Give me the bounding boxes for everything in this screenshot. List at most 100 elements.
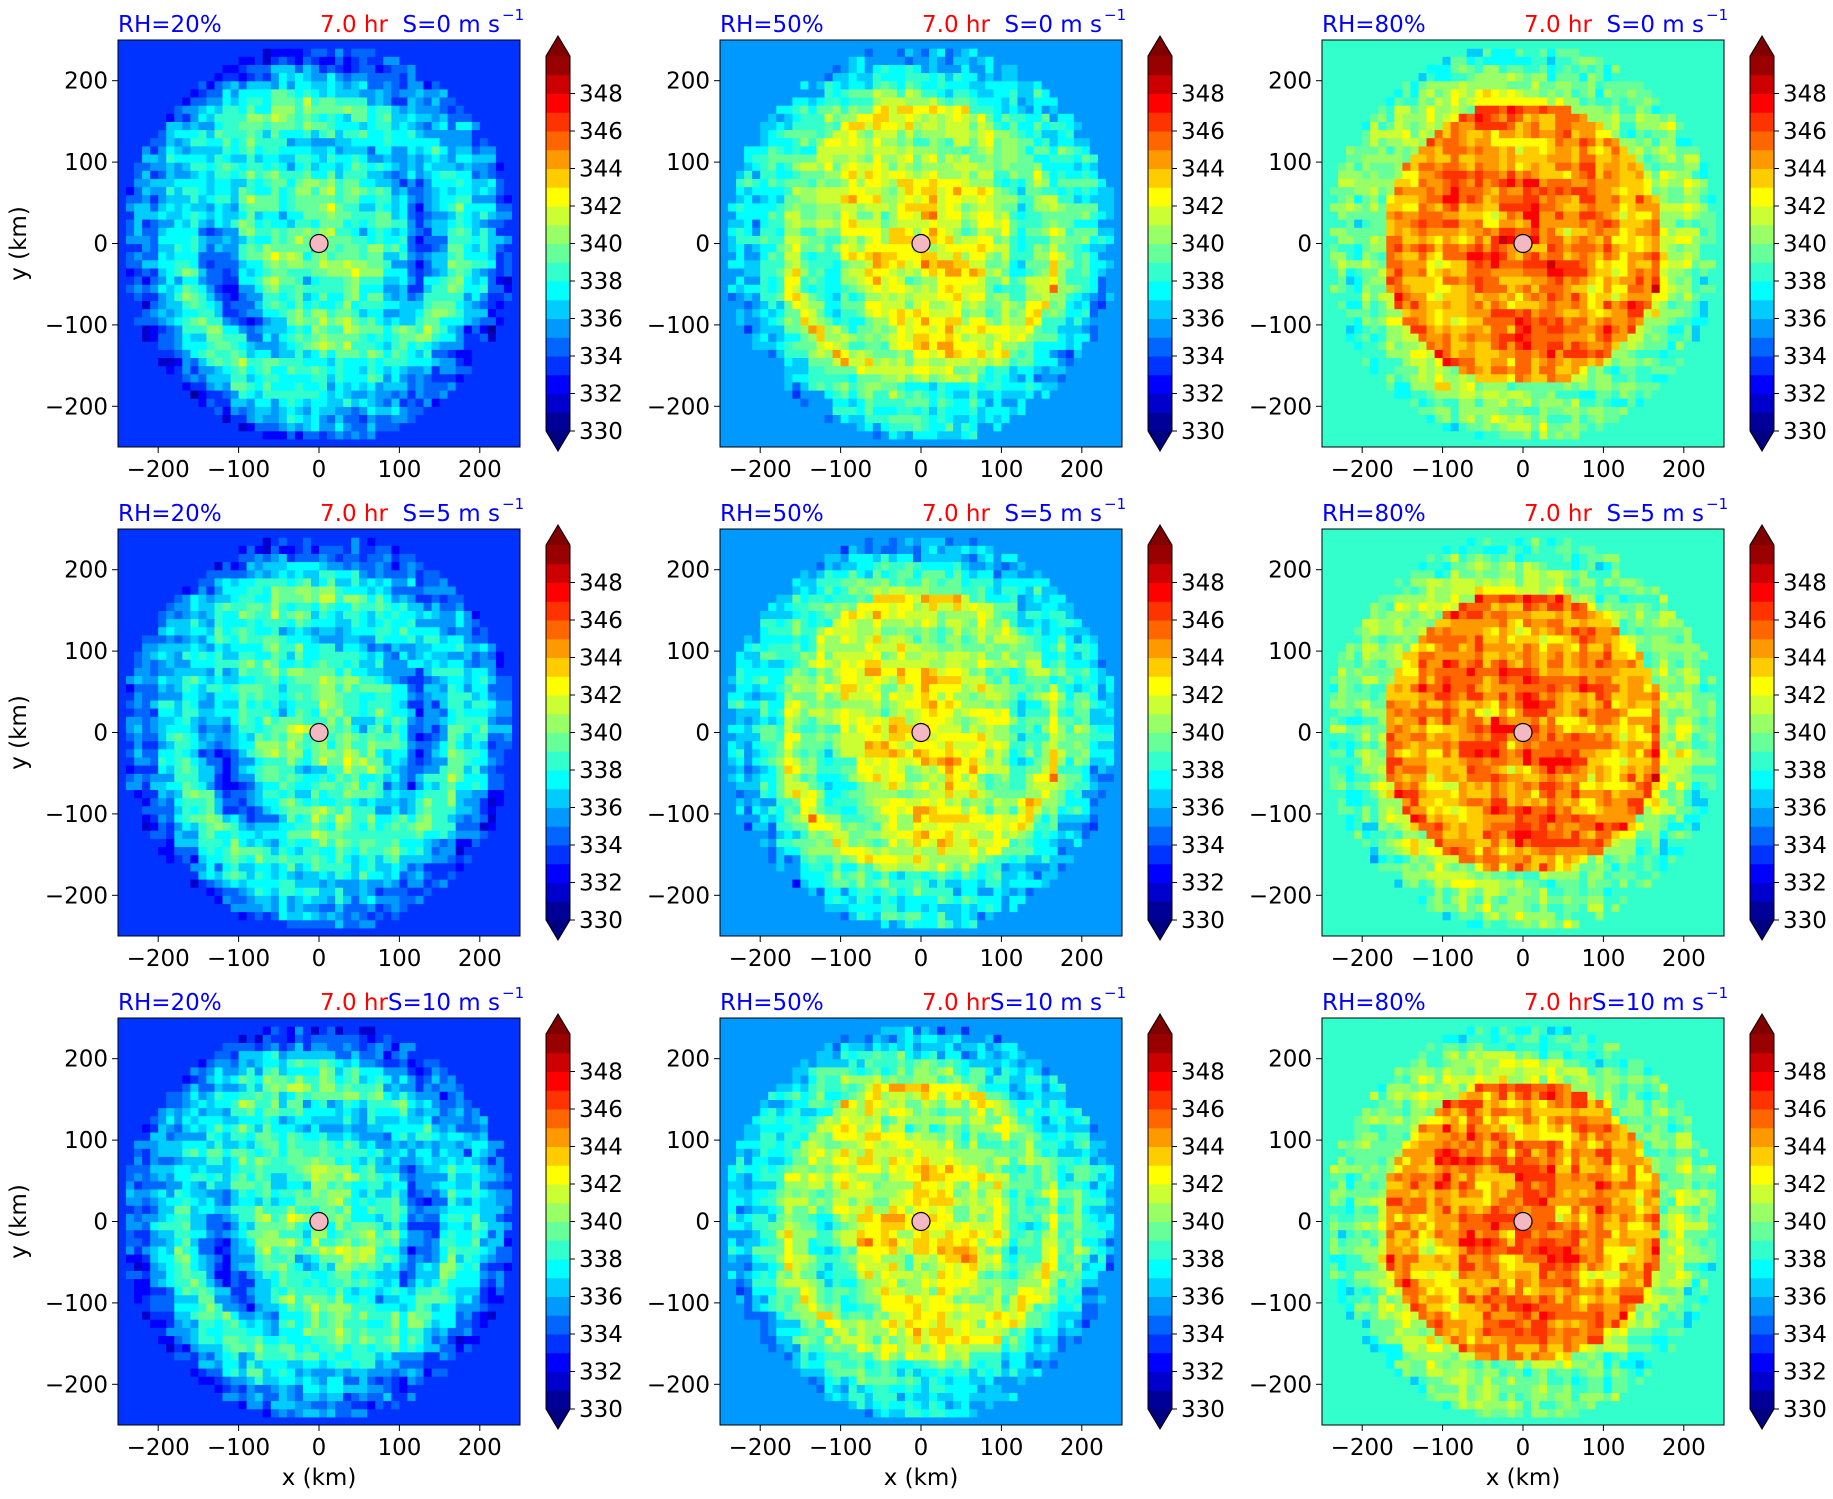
field-cell [230,72,240,82]
field-cell [367,105,376,114]
field-cell [856,64,866,74]
field-cell [872,341,882,350]
field-cell [1017,308,1027,318]
field-cell [246,162,256,171]
field-cell [327,324,336,334]
field-cell [1057,202,1067,212]
field-cell [222,341,232,350]
field-cell [1017,162,1027,171]
field-cell [856,121,866,131]
field-cell [872,97,882,106]
field-cell [278,145,288,155]
field-cell [278,292,288,301]
field-cell [238,406,248,415]
field-cell [888,129,898,139]
field-cell [1523,406,1532,415]
field-cell [904,406,914,415]
field-cell [1667,308,1677,318]
field-cell [343,300,352,310]
field-cell [937,129,946,139]
field-cell [1049,365,1059,375]
field-cell [278,365,288,375]
field-cell [134,210,143,220]
field-cell [1410,308,1419,318]
field-cell [880,341,890,350]
field-cell [1033,227,1043,236]
field-cell [471,113,481,122]
field-cell [262,194,272,204]
field-cell [808,97,817,106]
field-cell [929,227,938,236]
field-cell [415,251,425,261]
field-cell [383,357,392,367]
field-cell [415,259,425,269]
field-cell [359,284,368,293]
field-cell [1097,227,1107,236]
field-cell [1362,373,1371,383]
colorbar-segment [546,281,570,301]
field-cell [953,316,962,326]
field-cell [246,113,256,122]
field-cell [1009,333,1018,342]
field-cell [479,243,489,253]
field-cell [969,284,978,293]
field-cell [270,324,280,334]
field-cell [495,219,505,228]
field-cell [1017,105,1027,114]
field-cell [953,365,962,375]
field-cell [463,162,473,171]
field-cell [158,162,167,171]
field-cell [800,170,809,179]
field-cell [423,316,433,326]
field-cell [351,219,360,228]
field-cell [319,300,328,310]
field-cell [1595,365,1604,375]
field-cell [142,219,151,228]
field-cell [343,357,352,367]
field-cell [367,178,376,188]
field-cell [752,341,761,350]
field-cell [896,113,906,122]
field-cell [1458,422,1468,432]
field-cell [222,162,232,171]
field-cell [1114,259,1122,269]
field-cell [832,88,842,98]
field-cell [1114,267,1122,277]
field-cell [1418,406,1428,415]
field-cell [254,406,264,415]
field-cell [921,227,930,236]
field-cell [407,243,416,253]
field-cell [359,390,368,399]
field-cell [896,72,906,82]
field-cell [1049,243,1059,253]
field-cell [760,162,769,171]
field-cell [977,333,986,342]
field-cell [327,56,336,65]
field-cell [792,341,801,350]
field-cell [720,170,729,179]
field-cell [391,308,400,318]
field-cell [142,129,151,139]
field-cell [880,430,890,440]
field-cell [182,202,191,212]
field-cell [262,186,272,196]
field-cell [1017,398,1027,407]
field-cell [447,390,457,399]
field-cell [1338,341,1347,350]
field-cell [174,97,183,106]
field-cell [262,88,272,98]
field-cell [840,357,850,367]
field-cell [431,414,441,424]
field-cell [1073,333,1083,342]
field-cell [1081,202,1091,212]
field-cell [134,186,143,196]
field-cell [367,398,376,407]
field-cell [471,365,481,375]
field-cell [126,178,135,188]
field-cell [439,259,449,269]
field-cell [1458,398,1468,407]
field-cell [375,251,384,261]
field-cell [1073,300,1083,310]
field-cell [720,186,729,196]
